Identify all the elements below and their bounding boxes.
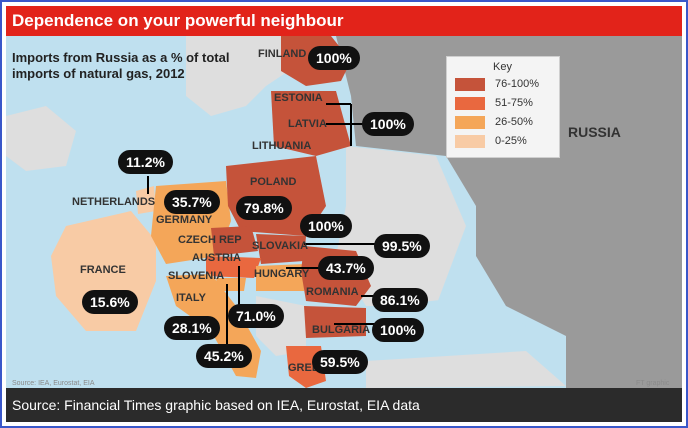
legend-swatch bbox=[455, 116, 485, 129]
land-uk bbox=[6, 106, 76, 171]
label-russia: RUSSIA bbox=[568, 124, 621, 140]
value-slovenia: 45.2% bbox=[196, 344, 252, 368]
source-text: Source: Financial Times graphic based on… bbox=[12, 397, 420, 413]
label-czech: CZECH REP bbox=[178, 234, 242, 246]
label-bulgaria: BULGARIA bbox=[312, 324, 371, 336]
legend-swatch bbox=[455, 78, 485, 91]
chart-subtitle: Imports from Russia as a % of total impo… bbox=[12, 50, 230, 81]
legend-item: 76-100% bbox=[455, 77, 555, 93]
legend: Key 76-100% 51-75% 26-50% 0-25% bbox=[446, 56, 560, 158]
value-poland: 79.8% bbox=[236, 196, 292, 220]
label-netherlands: NETHERLANDS bbox=[72, 196, 156, 208]
value-germany: 35.7% bbox=[164, 190, 220, 214]
value-france: 15.6% bbox=[82, 290, 138, 314]
label-hungary: HUNGARY bbox=[254, 268, 310, 280]
label-austria: AUSTRIA bbox=[192, 252, 241, 264]
page-title: Dependence on your powerful neighbour bbox=[12, 11, 344, 30]
legend-item: 51-75% bbox=[455, 96, 555, 112]
label-finland: FINLAND bbox=[258, 48, 307, 60]
label-latvia: LATVIA bbox=[288, 118, 327, 130]
credit-right: FT graphic bbox=[636, 380, 670, 387]
value-netherlands: 11.2% bbox=[118, 150, 173, 174]
legend-label: 26-50% bbox=[495, 116, 533, 128]
label-romania: ROMANIA bbox=[306, 286, 359, 298]
label-slovenia: SLOVENIA bbox=[168, 270, 225, 282]
netherlands-shape bbox=[136, 186, 156, 214]
value-hungary: 43.7% bbox=[318, 256, 374, 280]
austria-shape bbox=[206, 256, 261, 278]
value-austria: 71.0% bbox=[228, 304, 284, 328]
legend-label: 51-75% bbox=[495, 97, 533, 109]
slovakia-shape bbox=[256, 234, 306, 264]
legend-title: Key bbox=[493, 61, 512, 73]
legend-label: 76-100% bbox=[495, 78, 540, 90]
title-bar: Dependence on your powerful neighbour bbox=[6, 6, 682, 36]
hungary-shape bbox=[256, 264, 306, 291]
value-italy: 28.1% bbox=[164, 316, 220, 340]
value-slovakia: 99.5% bbox=[374, 234, 430, 258]
legend-swatch bbox=[455, 97, 485, 110]
land-russia bbox=[336, 36, 682, 388]
label-italy: ITALY bbox=[176, 292, 206, 304]
baltics-shape bbox=[271, 91, 351, 156]
map-panel: Dependence on your powerful neighbour Im… bbox=[6, 6, 682, 422]
legend-swatch bbox=[455, 135, 485, 148]
value-bulgaria: 100% bbox=[372, 318, 424, 342]
legend-item: 26-50% bbox=[455, 115, 555, 131]
label-lithuania: LITHUANIA bbox=[252, 140, 312, 152]
value-baltics: 100% bbox=[362, 112, 414, 136]
label-poland: POLAND bbox=[250, 176, 297, 188]
value-romania: 86.1% bbox=[372, 288, 428, 312]
source-bar: Source: Financial Times graphic based on… bbox=[6, 388, 682, 422]
label-france: FRANCE bbox=[80, 264, 126, 276]
legend-label: 0-25% bbox=[495, 135, 527, 147]
label-germany: GERMANY bbox=[156, 214, 213, 226]
credit-left: Source: IEA, Eurostat, EIA bbox=[12, 380, 95, 387]
label-slovakia: SLOVAKIA bbox=[252, 240, 309, 252]
connector-lines bbox=[147, 103, 376, 348]
label-estonia: ESTONIA bbox=[274, 92, 323, 104]
land-turkey bbox=[366, 351, 566, 388]
legend-item: 0-25% bbox=[455, 134, 555, 150]
bulgaria-shape bbox=[304, 306, 366, 338]
value-greece: 59.5% bbox=[312, 350, 368, 374]
connector-baltics bbox=[326, 103, 366, 146]
value-finland: 100% bbox=[308, 46, 360, 70]
czech-shape bbox=[211, 226, 258, 256]
land-scandinavia bbox=[186, 36, 306, 116]
value-czech: 100% bbox=[300, 214, 352, 238]
